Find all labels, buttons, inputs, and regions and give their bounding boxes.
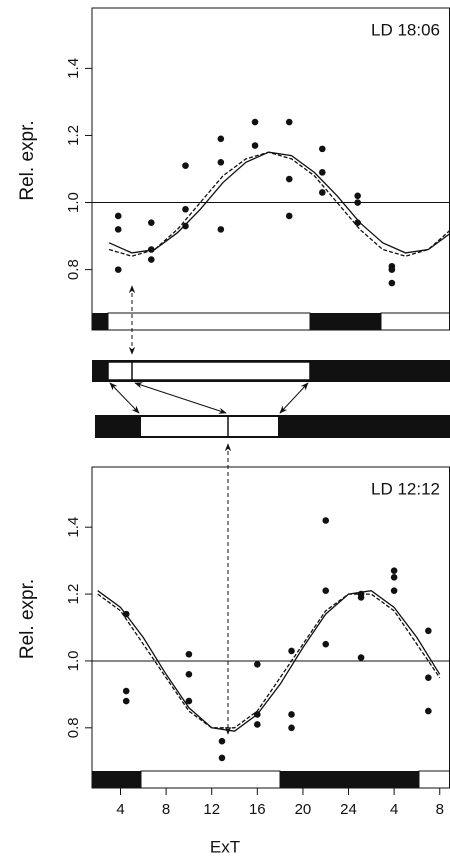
- data-point: [425, 674, 432, 681]
- data-point: [147, 246, 155, 253]
- annotation: LD 12:12: [371, 479, 440, 498]
- data-point: [390, 567, 398, 574]
- plot-area: [92, 151, 450, 257]
- x-tick-label: 12: [203, 801, 220, 818]
- fit-curve: [97, 590, 441, 732]
- data-point: [114, 266, 122, 273]
- data-point: [182, 205, 189, 213]
- data-point: [217, 226, 225, 233]
- data-point: [390, 574, 398, 581]
- fit-curve: [97, 593, 441, 729]
- data-point: [354, 199, 361, 206]
- data-point: [185, 697, 193, 705]
- plot-frame: [91, 7, 450, 331]
- plot-frame: [91, 466, 450, 789]
- fit-curve: [108, 151, 450, 254]
- y-tick-label: 0.8: [65, 717, 82, 738]
- x-tick-label: 4: [390, 801, 398, 818]
- data-point: [251, 142, 259, 149]
- y-tick-label: 1.0: [65, 192, 82, 213]
- data-point: [388, 279, 396, 287]
- schematic: [92, 285, 450, 735]
- data-point: [254, 660, 261, 668]
- data-point: [322, 640, 330, 648]
- data-point: [218, 754, 226, 762]
- data-point: [288, 724, 295, 732]
- x-tick-label: 20: [295, 801, 312, 818]
- data-point: [185, 671, 193, 678]
- data-point: [425, 707, 432, 715]
- data-point: [319, 189, 326, 196]
- x-tick-label: 24: [340, 801, 357, 818]
- data-point: [147, 219, 155, 226]
- data-point: [288, 711, 295, 718]
- data-point: [254, 721, 261, 728]
- data-point: [185, 650, 193, 658]
- data-point: [122, 687, 130, 695]
- data-point: [354, 219, 361, 226]
- y-tick-label: 1.2: [65, 584, 82, 605]
- data-point: [288, 647, 295, 655]
- y-tick-label: 0.8: [65, 259, 82, 280]
- data-point: [357, 594, 365, 601]
- data-point: [322, 587, 330, 595]
- y-tick-label: 1.4: [65, 58, 82, 79]
- x-tick-label: 16: [249, 801, 266, 818]
- annotation: LD 18:06: [371, 20, 440, 39]
- data-point: [218, 737, 226, 745]
- x-tick-label: 8: [436, 801, 444, 818]
- data-point: [254, 711, 261, 718]
- x-tick-label: 4: [116, 801, 124, 818]
- plot-area: [92, 590, 450, 732]
- y-axis-label: Rel. expr.: [17, 120, 38, 200]
- x-tick-label: 8: [162, 801, 170, 818]
- data-point: [390, 587, 398, 595]
- y-axis-label: Rel. expr.: [17, 579, 38, 659]
- data-point: [182, 222, 189, 230]
- data-point: [322, 517, 330, 524]
- data-point: [182, 162, 189, 169]
- data-point: [357, 654, 365, 661]
- data-point: [251, 118, 259, 126]
- y-tick-label: 1.0: [65, 651, 82, 672]
- data-point: [319, 169, 326, 176]
- light-dark-bar: [92, 770, 450, 789]
- data-point: [122, 610, 130, 618]
- data-point: [217, 158, 225, 166]
- data-point: [425, 627, 432, 635]
- x-axis-label: ExT: [210, 837, 240, 856]
- data-point: [285, 175, 293, 183]
- data-point: [285, 118, 293, 126]
- data-point: [122, 697, 130, 705]
- light-dark-bar: [92, 312, 450, 331]
- y-tick-label: 1.4: [65, 517, 82, 538]
- data-point: [114, 212, 122, 220]
- data-point: [114, 226, 122, 233]
- y-tick-label: 1.2: [65, 125, 82, 146]
- data-point: [217, 135, 225, 143]
- data-point: [388, 266, 396, 273]
- data-point: [147, 256, 155, 263]
- data-point: [285, 212, 293, 220]
- data-point: [319, 145, 326, 153]
- data-point: [354, 192, 361, 200]
- fit-curve: [108, 151, 450, 257]
